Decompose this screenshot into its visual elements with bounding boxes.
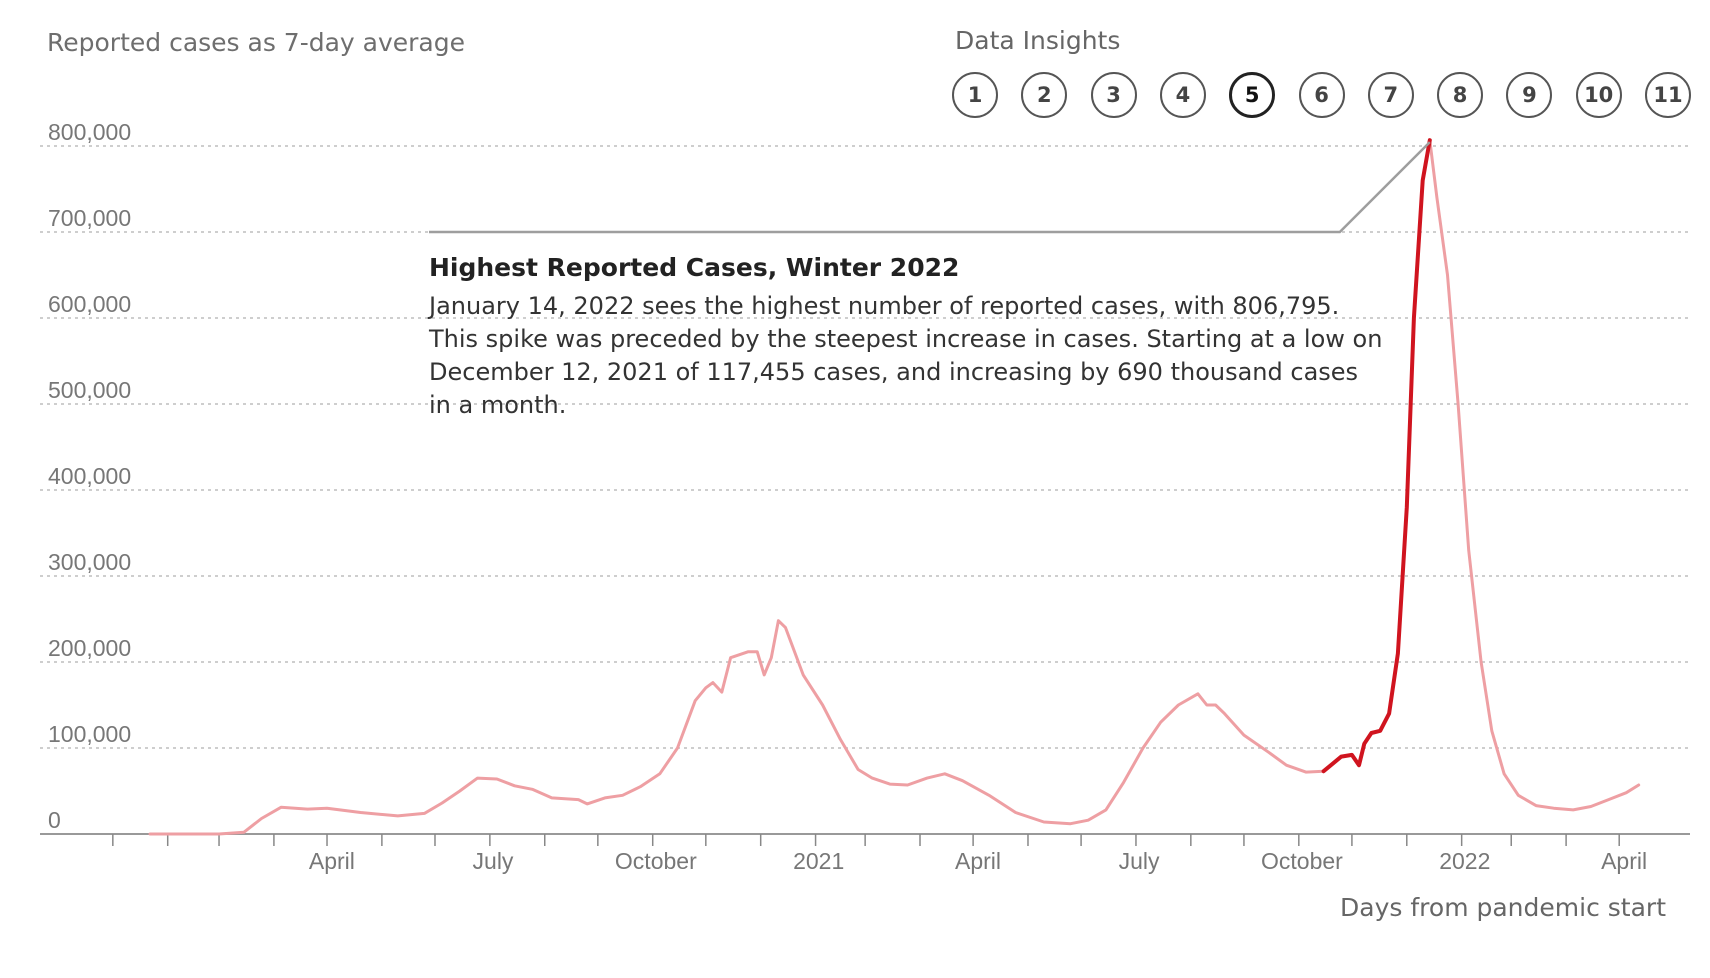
x-tick-label: 2021 [793,848,844,874]
insight-button-11[interactable]: 11 [1645,72,1691,118]
x-axis: April July October 2021 April July October 2022… [40,833,1690,874]
y-tick-label: 500,000 [48,377,131,403]
annotation-title: Highest Reported Cases, Winter 2022 [429,253,960,282]
annotation-leader-line [429,141,1431,234]
x-tick-label: April [309,848,355,874]
insight-button-1[interactable]: 1 [952,72,998,118]
insight-button-2[interactable]: 2 [1021,72,1068,118]
insight-button-4[interactable]: 4 [1159,72,1206,118]
y-axis-title: Reported cases as 7-day average [47,28,466,57]
insight-button-7[interactable]: 7 [1367,72,1414,118]
annotation-box: Highest Reported Cases, Winter 2022 Janu… [429,253,1389,422]
series-line [148,138,1641,836]
y-tick-label: 600,000 [48,291,131,317]
insight-button-8[interactable]: 8 [1437,72,1484,118]
y-tick-label: 200,000 [48,635,131,661]
insight-button-10[interactable]: 10 [1575,72,1622,118]
insight-button-5[interactable]: 5 [1229,72,1276,118]
x-tick-label: October [615,848,697,874]
x-tick-label: October [1261,848,1343,874]
y-tick-label: 800,000 [48,119,131,145]
insight-button-9[interactable]: 9 [1506,72,1553,118]
highlight-line [1321,138,1432,774]
series-lines [148,138,1641,836]
y-tick-label: 100,000 [48,721,131,747]
y-tick-label: 0 [48,807,61,833]
x-tick-label: April [1601,848,1647,874]
x-tick-label: April [955,848,1001,874]
y-tick-label: 300,000 [48,549,131,575]
data-insights-title: Data Insights [955,26,1121,55]
y-tick-label: 700,000 [48,205,131,231]
annotation-line-1: January 14, 2022 sees the highest number… [429,292,1340,320]
annotation-line-4: in a month. [429,391,567,419]
y-tick-label: 400,000 [48,463,131,489]
gridlines: 0 100,000 200,000 300,000 400,000 500,000 600,… [40,119,1690,833]
insight-button-6[interactable]: 6 [1298,72,1345,118]
annotation-line-2: This spike was preceded by the steepest … [429,325,1383,353]
insight-button-3[interactable]: 3 [1090,72,1137,118]
annotation-line-3: December 12, 2021 of 117,455 cases, and … [429,358,1359,386]
x-tick-label: July [473,848,514,874]
x-tick-label: 2022 [1439,848,1490,874]
x-axis-title: Days from pandemic start [1340,893,1666,922]
x-tick-label: July [1119,848,1160,874]
annotation-pointer [429,141,1431,234]
